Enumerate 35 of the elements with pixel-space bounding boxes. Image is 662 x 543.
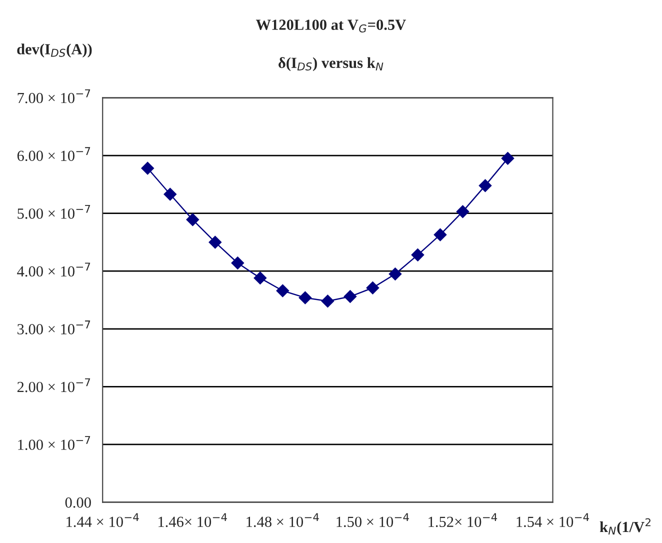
y-tick-label: 6.00 × 10$^{−7}$ (17, 147, 90, 162)
y-tick-label: 2.00 × 10$^{−7}$ (17, 378, 90, 392)
chart-title: W120L100 at V$_{G}$=0.5V (256, 20, 406, 32)
x-tick-label: 1.52× 10$^{−4}$ (428, 513, 498, 528)
point (141, 162, 154, 175)
y-tick-label: 1.00 × 10$^{−7}$ (18, 436, 90, 450)
y-axis-title: dev(I$_{DS}$(A)) (17, 44, 92, 58)
point (276, 284, 290, 298)
point (254, 272, 267, 284)
point (366, 281, 380, 294)
y-tick-label: 3.00 × 10$^{−7}$ (18, 320, 90, 334)
x-axis-title: k$_{N}$(1/V$^{2}$ (600, 518, 650, 536)
point (478, 179, 492, 192)
point (321, 294, 334, 308)
point (186, 213, 200, 226)
point (164, 188, 177, 201)
y-tick-label: 7.00 × 10$^{−7}$ (18, 89, 90, 104)
point (298, 291, 312, 304)
point (344, 290, 357, 303)
point (231, 256, 244, 270)
chart-subtitle: δ(I$_{DS}$) versus k$_{N}$ (278, 57, 384, 72)
x-tick-label: 1.44 × 10$^{−4}$ (66, 513, 139, 528)
x-tick-label: 1.54 × 10$^{−4}$ (516, 513, 589, 528)
x-tick-label: 1.46× 10$^{−4}$ (158, 513, 227, 528)
y-tick-label: 0.00 (65, 497, 91, 508)
point (388, 268, 402, 280)
y-tick-label: 4.00 × 10$^{−7}$ (17, 262, 90, 277)
point (208, 236, 222, 249)
point (411, 248, 424, 262)
x-tick-label: 1.50 × 10$^{−4}$ (336, 513, 409, 528)
y-tick-label: 5.00 × 10$^{−7}$ (18, 204, 90, 219)
point (434, 228, 447, 242)
point (501, 152, 514, 165)
point (456, 205, 470, 218)
x-tick-label: 1.48 × 10$^{−4}$ (246, 513, 319, 528)
